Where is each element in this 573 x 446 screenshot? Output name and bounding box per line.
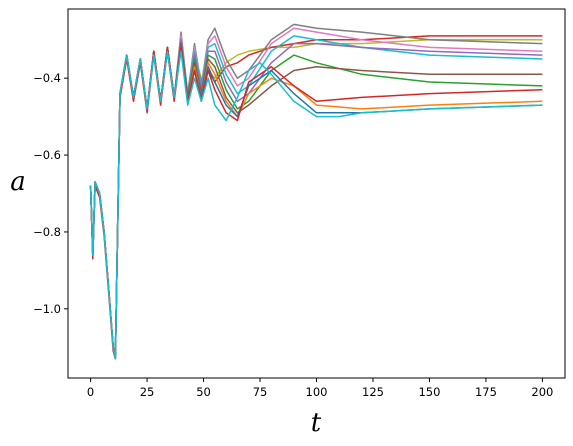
x-tick-label: 200	[531, 385, 553, 399]
y-tick-label: −0.4	[33, 71, 61, 85]
x-tick-label: 75	[253, 385, 268, 399]
x-tick-label: 25	[140, 385, 155, 399]
y-tick-label: −0.6	[33, 148, 61, 162]
x-tick-label: 100	[306, 385, 328, 399]
series-line-12	[89, 50, 543, 360]
x-tick-label: 125	[362, 385, 384, 399]
x-axis-ticks: 0 25 50 75 100 125 150 175 200	[87, 378, 553, 399]
y-axis-label: a	[10, 167, 26, 197]
x-tick-label: 150	[418, 385, 440, 399]
plot-frame	[67, 8, 566, 379]
y-axis-ticks: −1.0 −0.8 −0.6 −0.4	[33, 71, 68, 316]
y-tick-label: −0.8	[33, 225, 61, 239]
series-layer	[89, 23, 543, 360]
x-tick-label: 175	[475, 385, 497, 399]
x-tick-label: 0	[87, 385, 94, 399]
series-line-4	[89, 27, 543, 356]
x-axis-label: t	[311, 408, 322, 438]
x-tick-label: 50	[196, 385, 211, 399]
y-tick-label: −1.0	[33, 302, 61, 316]
